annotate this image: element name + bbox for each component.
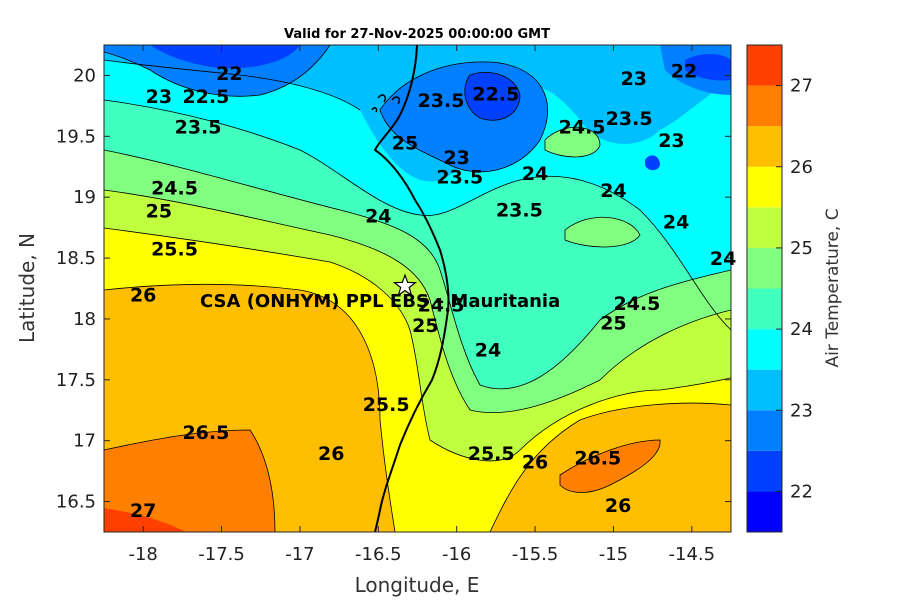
contour-label: 27 bbox=[130, 500, 156, 522]
x-axis: -18 -17.5 -17 -16.5 -16 -15.5 -15 -14.5 bbox=[128, 45, 715, 565]
colorbar-frame bbox=[746, 44, 783, 533]
y-axis-label: Latitude, N bbox=[15, 233, 39, 343]
contour-label: 24 bbox=[663, 212, 689, 234]
contour-label: 26 bbox=[318, 443, 344, 465]
contour-label: 23.5 bbox=[418, 90, 465, 112]
x-tick-label: -15 bbox=[599, 544, 628, 565]
x-axis-label: Longitude, E bbox=[355, 573, 480, 597]
contour-label: 24 bbox=[522, 163, 548, 185]
y-tick-label: 16.5 bbox=[56, 492, 96, 513]
chart-title: Valid for 27-Nov-2025 00:00:00 GMT bbox=[284, 27, 550, 42]
colorbar-tick-label: 22 bbox=[790, 481, 813, 502]
band-22 bbox=[150, 45, 731, 171]
coastline bbox=[373, 45, 450, 532]
colorbar: 22 23 24 25 26 27 bbox=[746, 44, 813, 533]
contour-label: 25 bbox=[146, 201, 172, 223]
colorbar-label: Air Temperature, C bbox=[823, 208, 843, 367]
y-tick-label: 18.5 bbox=[56, 248, 96, 269]
contour-label: 24.5 bbox=[559, 117, 606, 139]
contour-label: 23.5 bbox=[436, 166, 483, 188]
contour-label: 24 bbox=[475, 339, 501, 361]
plot-frame bbox=[103, 44, 732, 533]
contour-label: 24.5 bbox=[151, 177, 198, 199]
band-22-5 bbox=[104, 45, 731, 172]
colorbar-swatch bbox=[747, 166, 782, 208]
contour-label: 25.5 bbox=[151, 238, 198, 260]
y-tick-label: 19.5 bbox=[56, 126, 96, 147]
x-tick-label: -17.5 bbox=[198, 544, 245, 565]
colorbar-swatch bbox=[747, 126, 782, 167]
contour-label: 25.5 bbox=[363, 394, 410, 416]
colorbar-tick-label: 24 bbox=[790, 319, 813, 340]
contour-label: 23 bbox=[146, 86, 172, 108]
y-tick-label: 17 bbox=[73, 431, 96, 452]
colorbar-swatch bbox=[747, 207, 782, 248]
contour-label: 23 bbox=[658, 130, 684, 152]
contour-label: 22 bbox=[671, 61, 697, 83]
y-axis: 16.5 17 17.5 18 18.5 19 19.5 20 bbox=[56, 65, 731, 513]
station-label: CSA (ONHYM) PPL EBS – Mauritania bbox=[200, 291, 560, 312]
colorbar-swatch bbox=[747, 410, 782, 451]
contour-label: 22.5 bbox=[182, 86, 229, 108]
band-27 bbox=[104, 508, 185, 532]
contour-label: 25 bbox=[600, 313, 626, 335]
x-tick-label: -18 bbox=[128, 544, 157, 565]
x-tick-label: -16 bbox=[442, 544, 471, 565]
band-23-5 bbox=[104, 45, 731, 330]
contour-label: 26.5 bbox=[574, 448, 621, 470]
colorbar-swatch bbox=[747, 247, 782, 289]
island-marks bbox=[371, 94, 401, 113]
colorbar-swatch bbox=[747, 491, 782, 532]
contour-label: 26 bbox=[130, 285, 156, 307]
x-tick-label: -16.5 bbox=[355, 544, 402, 565]
contour-lines bbox=[104, 45, 731, 532]
contour-label: 24 bbox=[600, 180, 626, 202]
colorbar-swatch bbox=[747, 329, 782, 370]
contour-label: 23.5 bbox=[175, 117, 222, 139]
colorbar-swatch bbox=[747, 369, 782, 411]
contour-label: 24.5 bbox=[418, 294, 465, 316]
colorbar-swatch bbox=[747, 450, 782, 492]
x-tick-label: -14.5 bbox=[669, 544, 716, 565]
colorbar-tick-label: 25 bbox=[790, 238, 813, 259]
colorbar-tick-label: 27 bbox=[790, 76, 813, 97]
y-tick-label: 18 bbox=[73, 309, 96, 330]
contour-label: 24.5 bbox=[614, 293, 661, 315]
contour-label: 25 bbox=[412, 315, 438, 337]
contour-label: 23.5 bbox=[496, 199, 543, 221]
band-26-5 bbox=[104, 430, 661, 532]
colorbar-swatch bbox=[747, 45, 782, 86]
contour-label: 23.5 bbox=[606, 108, 653, 130]
contour-label: 25.5 bbox=[468, 443, 515, 465]
y-tick-label: 20 bbox=[73, 65, 96, 86]
colorbar-tick-label: 26 bbox=[790, 157, 813, 178]
contour-label: 26 bbox=[605, 495, 631, 517]
y-tick-label: 17.5 bbox=[56, 370, 96, 391]
x-tick-label: -17 bbox=[285, 544, 314, 565]
contour-label: 22 bbox=[216, 63, 242, 85]
colorbar-swatch bbox=[747, 288, 782, 330]
contour-label: 26.5 bbox=[182, 422, 229, 444]
colorbar-tick-label: 23 bbox=[790, 400, 813, 421]
contour-label: 22.5 bbox=[472, 84, 519, 106]
contour-label: 26 bbox=[522, 451, 548, 473]
contour-label: 24 bbox=[710, 248, 736, 270]
x-tick-label: -15.5 bbox=[512, 544, 559, 565]
station-star-icon bbox=[392, 273, 418, 297]
contour-label: 25 bbox=[392, 132, 418, 154]
contour-label: 23 bbox=[443, 147, 469, 169]
contour-label: 24 bbox=[365, 205, 391, 227]
contour-label: 23 bbox=[621, 68, 647, 90]
colorbar-swatch bbox=[747, 85, 782, 127]
y-tick-label: 19 bbox=[73, 187, 96, 208]
temperature-field bbox=[104, 45, 731, 532]
